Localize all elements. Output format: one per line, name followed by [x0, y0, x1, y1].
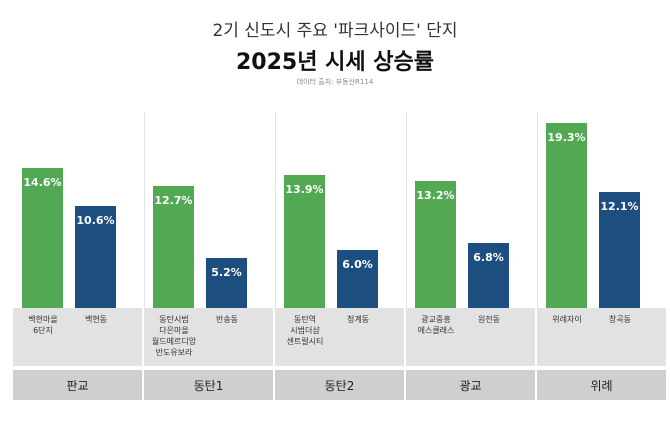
- bar: [75, 206, 116, 308]
- value-label: 6.8%: [473, 250, 504, 264]
- bar: [284, 174, 325, 308]
- value-label: 12.7%: [154, 194, 193, 208]
- value-label: 12.1%: [600, 199, 639, 213]
- category-label: 위례자이: [552, 315, 582, 324]
- bar: [415, 181, 456, 308]
- chart-subtitle: 2025년 시세 상승률: [236, 50, 434, 75]
- group-separator: [275, 112, 276, 308]
- label-band: [144, 308, 273, 366]
- label-band: [406, 308, 535, 366]
- label-band: [275, 308, 404, 366]
- value-label: 13.9%: [285, 182, 324, 196]
- category-label: 동탄역 시범더샵 센트럴시티: [286, 315, 324, 346]
- group-label: 동탄1: [144, 370, 273, 400]
- group-label: 동탄2: [275, 370, 404, 400]
- bar: [153, 186, 194, 308]
- category-label: 광교중흥 에스클래스: [417, 315, 455, 335]
- category-label: 백현동: [84, 315, 108, 324]
- value-label: 19.3%: [547, 130, 586, 144]
- value-label: 10.6%: [76, 214, 115, 228]
- bar: [599, 191, 640, 308]
- group-separator: [144, 112, 145, 308]
- value-label: 13.2%: [416, 189, 455, 203]
- category-label: 창곡동: [608, 315, 632, 324]
- category-label: 원천동: [477, 315, 501, 324]
- bar: [22, 167, 63, 308]
- group-separator: [406, 112, 407, 308]
- group-label: 위례: [537, 370, 666, 400]
- group-label: 판교: [13, 370, 142, 400]
- group-separator: [537, 112, 538, 308]
- category-label: 백현마을 6단지: [28, 315, 58, 335]
- group-label: 광교: [406, 370, 535, 400]
- category-label: 청계동: [346, 315, 370, 324]
- category-label: 반송동: [215, 315, 239, 324]
- bar: [546, 122, 587, 308]
- label-band: [13, 308, 142, 366]
- source-note: 데이터 출처: 부동산R114: [296, 78, 374, 86]
- label-band: [537, 308, 666, 366]
- bar: [337, 250, 378, 308]
- chart-title: 2기 신도시 주요 '파크사이드' 단지: [212, 21, 458, 41]
- bar: [468, 242, 509, 308]
- bar: [206, 258, 247, 308]
- value-label: 5.2%: [211, 266, 242, 280]
- category-label: 동탄시범 다은마을 월드메르디앙 반도유보라: [151, 315, 197, 357]
- value-label: 14.6%: [23, 175, 62, 189]
- value-label: 6.0%: [342, 258, 373, 272]
